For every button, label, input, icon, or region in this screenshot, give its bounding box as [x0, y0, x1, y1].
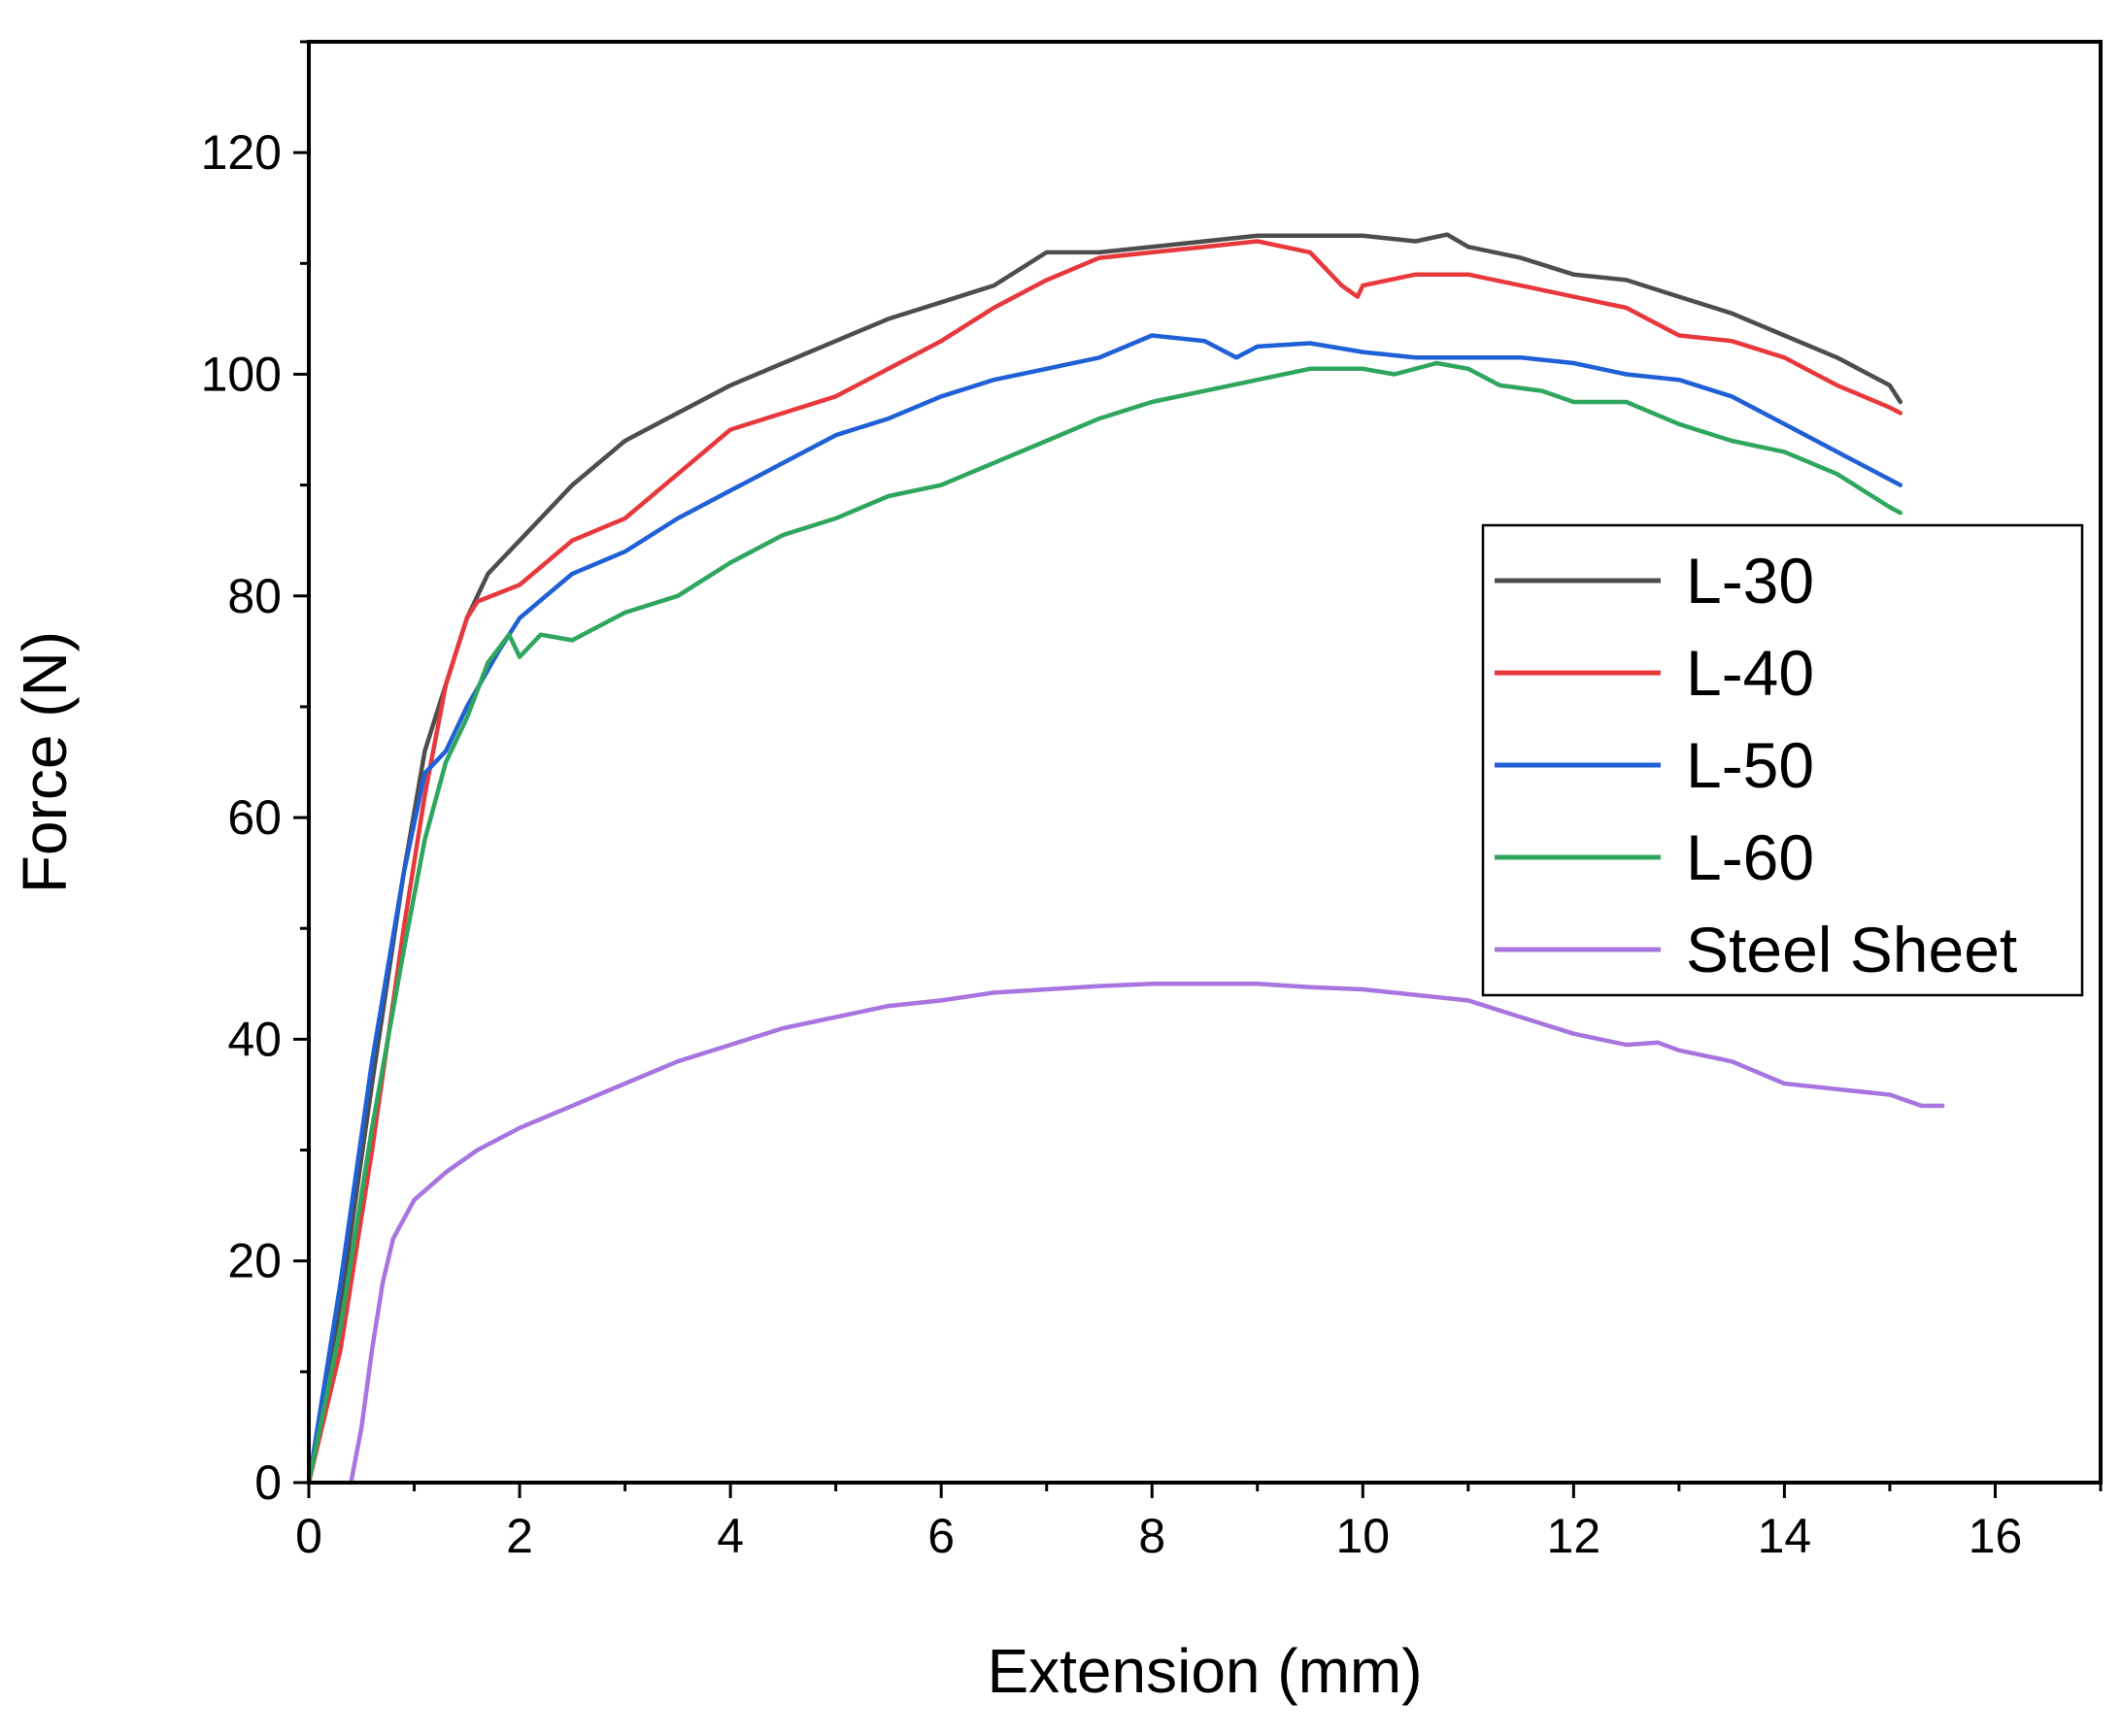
- x-tick-label: 0: [295, 1509, 322, 1563]
- x-tick-label: 12: [1547, 1509, 1601, 1563]
- series-line-l-40: [306, 239, 1903, 1486]
- legend-label-l-60: L-60: [1686, 821, 1814, 893]
- x-tick-label: 2: [506, 1509, 533, 1563]
- legend-box: [1481, 523, 2084, 997]
- x-tick-label: 4: [717, 1509, 744, 1563]
- legend-label-l-30: L-30: [1686, 545, 1814, 617]
- y-tick-label: 20: [227, 1234, 282, 1288]
- ticks-layer: [293, 40, 2103, 1498]
- series-line-l-50: [306, 333, 1903, 1486]
- y-tick-label: 80: [227, 569, 282, 623]
- tick-labels-layer: 0 2 4 6 8 10 12 14 16 0 20 40 60 80 100 120: [201, 125, 2023, 1563]
- y-tick-label: 100: [201, 347, 282, 401]
- y-tick-label: 120: [201, 125, 282, 180]
- y-tick-label: 60: [227, 790, 282, 845]
- legend-label-l-50: L-50: [1686, 729, 1814, 801]
- series-line-l-60: [306, 360, 1903, 1486]
- x-tick-label: 14: [1758, 1509, 1812, 1563]
- y-tick-label: 40: [227, 1012, 282, 1066]
- x-tick-label: 8: [1138, 1509, 1165, 1563]
- y-tick-label: 0: [254, 1455, 282, 1510]
- x-tick-label: 16: [1969, 1509, 2023, 1563]
- series-layer: [306, 232, 1945, 1486]
- legend-label-steel-sheet: Steel Sheet: [1686, 914, 2017, 985]
- legend-label-l-40: L-40: [1686, 637, 1814, 709]
- y-axis-title: Force (N): [10, 631, 80, 893]
- series-line-steel-sheet: [349, 982, 1945, 1486]
- plot-area-frame: [307, 40, 2103, 1485]
- x-tick-label: 10: [1335, 1509, 1390, 1563]
- x-axis-title: Extension (mm): [987, 1636, 1422, 1706]
- x-tick-label: 6: [927, 1509, 955, 1563]
- legend: L-30 L-40 L-50 L-60 Steel Sheet: [1481, 523, 2084, 997]
